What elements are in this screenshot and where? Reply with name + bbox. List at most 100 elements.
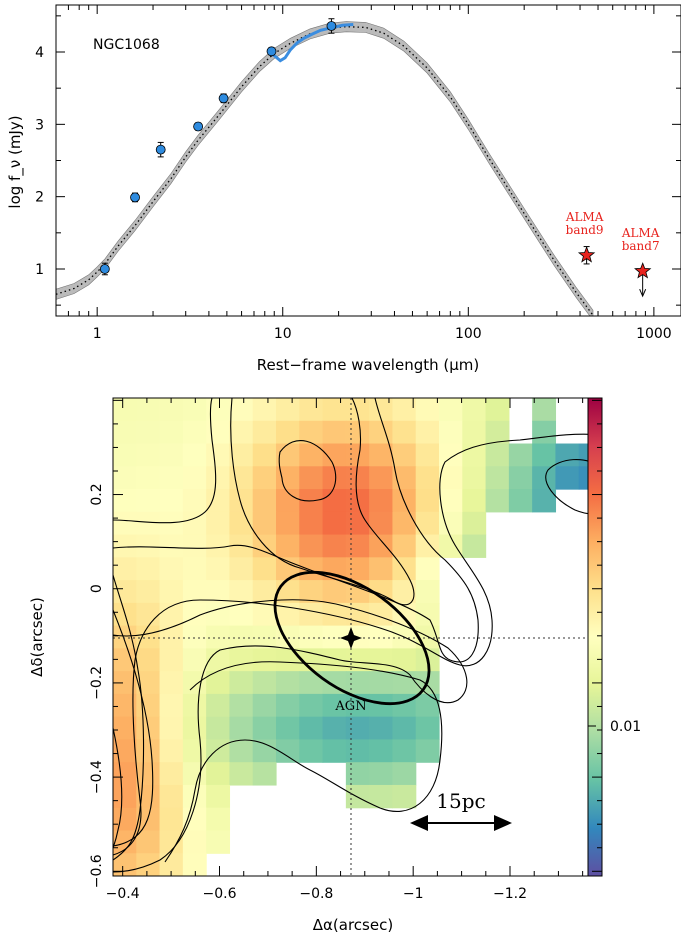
heatmap-cell xyxy=(229,443,254,467)
map-axis-labels: −0.4 −0.6 −0.8 −1 −1.20.20−0.2−0.4−0.6 xyxy=(89,483,527,902)
heatmap-cell xyxy=(159,648,184,672)
heatmap-cell xyxy=(299,511,324,536)
heatmap-cell xyxy=(159,784,184,809)
photometry-point xyxy=(218,93,229,104)
heatmap-cell xyxy=(485,443,510,467)
contour xyxy=(113,599,468,873)
heatmap-cell xyxy=(276,739,300,763)
x-tick-label: 1000 xyxy=(636,326,672,342)
y-tick-label: −0.6 xyxy=(89,854,105,888)
heatmap-cell xyxy=(322,443,347,467)
heatmap-cell xyxy=(113,557,137,581)
heatmap-cell xyxy=(252,557,277,581)
heatmap-cell xyxy=(322,602,347,627)
heatmap-cell xyxy=(299,671,324,695)
heatmap-cell xyxy=(182,511,207,536)
heatmap-cell xyxy=(182,739,207,763)
heatmap-cell xyxy=(345,648,370,672)
heatmap-cell xyxy=(439,443,463,467)
heatmap-cell xyxy=(252,693,277,718)
heatmap-cell xyxy=(299,716,324,741)
heatmap-cell xyxy=(113,762,137,786)
heatmap-cell xyxy=(159,466,184,490)
heatmap-cell xyxy=(462,420,487,445)
heatmap-cell xyxy=(113,511,137,536)
colorbar-tick-label: 0.01 xyxy=(610,719,641,735)
heatmap-cell xyxy=(229,420,254,445)
y-tick-label: −0.2 xyxy=(89,666,105,700)
heatmap-cell xyxy=(369,671,394,695)
heatmap-cell xyxy=(322,511,347,536)
top-x-axis-title: Rest−frame wavelength (μm) xyxy=(257,356,480,374)
heatmap-cell xyxy=(555,443,580,467)
heatmap-cell xyxy=(415,693,440,718)
map-x-axis-title: Δα(arcsec) xyxy=(313,916,393,934)
heatmap-cell xyxy=(159,853,184,876)
heatmap-cell xyxy=(392,580,417,604)
heatmap-cell xyxy=(113,443,137,467)
contour xyxy=(113,433,602,856)
heatmap-cell xyxy=(113,671,137,695)
y-tick-label: 1 xyxy=(35,262,44,278)
heatmap-cell xyxy=(299,443,324,467)
heatmap-cell xyxy=(462,511,487,536)
heatmap-cell xyxy=(299,602,324,627)
y-tick-label: 0.2 xyxy=(89,483,105,505)
heatmap-cell xyxy=(299,398,324,422)
alma-point xyxy=(577,246,596,265)
heatmap-cell xyxy=(159,830,184,854)
heatmap-cell xyxy=(392,557,417,581)
contours xyxy=(113,398,602,873)
heatmap-cell xyxy=(136,398,161,422)
heatmap-cell xyxy=(229,648,254,672)
heatmap-cell xyxy=(276,602,300,627)
heatmap-cell xyxy=(415,443,440,467)
heatmap-cell xyxy=(299,557,324,581)
heatmap-cell xyxy=(113,625,137,649)
heatmap-cell xyxy=(136,830,161,854)
heatmap-cell xyxy=(113,716,137,741)
scale-bar-right-arrow xyxy=(494,815,512,831)
heatmap-cell xyxy=(276,693,300,718)
heatmap-cell xyxy=(369,693,394,718)
heatmap-cell xyxy=(182,716,207,741)
heatmap-cell xyxy=(229,580,254,604)
heatmap-cell xyxy=(532,420,557,445)
agn-label: AGN xyxy=(334,699,366,714)
alma-points xyxy=(577,246,652,298)
heatmap-cell xyxy=(136,511,161,536)
heatmap-cell xyxy=(159,398,184,422)
heatmap-cell xyxy=(392,648,417,672)
heatmap-cell xyxy=(322,739,347,763)
heatmap-cell xyxy=(508,466,533,490)
heatmap-cell xyxy=(136,443,161,467)
heatmap-cell xyxy=(276,466,300,490)
heatmap-cell xyxy=(229,716,254,741)
heatmap-cell xyxy=(415,489,440,513)
heatmap-cell xyxy=(206,784,231,809)
heatmap-cell xyxy=(206,398,231,422)
heatmap-cell xyxy=(252,648,277,672)
heatmap-cell xyxy=(345,511,370,536)
heatmap-cell xyxy=(136,625,161,649)
heatmap-cell xyxy=(182,648,207,672)
heatmap-cell xyxy=(206,830,231,854)
heatmap-cell xyxy=(182,580,207,604)
heatmap-cell xyxy=(206,739,231,763)
heatmap-cell xyxy=(392,443,417,467)
heatmap-cell xyxy=(159,625,184,649)
heatmap-cell xyxy=(415,534,440,558)
heatmap-cell xyxy=(345,762,370,786)
heatmap-cell xyxy=(229,762,254,786)
heatmap-cell xyxy=(229,557,254,581)
heatmap-cell xyxy=(159,671,184,695)
heatmap-cell xyxy=(485,398,510,422)
y-tick-label: 0 xyxy=(89,584,105,593)
heatmap-cell xyxy=(392,420,417,445)
heatmap-cell xyxy=(182,784,207,809)
heatmap-cell xyxy=(276,648,300,672)
heatmap-cell xyxy=(345,534,370,558)
heatmap-cell xyxy=(229,739,254,763)
heatmap-cell xyxy=(252,443,277,467)
